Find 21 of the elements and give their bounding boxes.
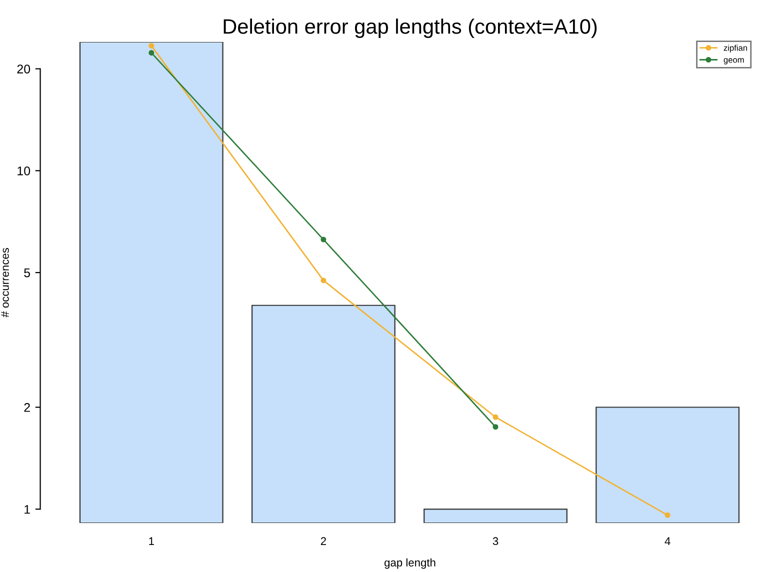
legend-label: geom xyxy=(724,58,744,64)
y-tick-label: 20 xyxy=(17,64,30,74)
chart-title: Deletion error gap lengths (context=A10) xyxy=(224,18,597,38)
point xyxy=(492,424,498,430)
point xyxy=(664,512,670,518)
x-tick-label: 3 xyxy=(492,537,498,546)
x-tick-label: 4 xyxy=(664,537,670,545)
x-axis-title: gap length xyxy=(384,558,436,569)
y-tick-label: 2 xyxy=(24,403,30,412)
x-tick-label: 2 xyxy=(320,537,326,545)
point xyxy=(320,236,326,242)
legend-label: zipfian xyxy=(724,44,748,52)
y-tick-label: 5 xyxy=(24,268,30,278)
point xyxy=(148,42,154,48)
point xyxy=(148,50,154,56)
x-tick-label: 1 xyxy=(149,537,154,545)
y-tick-label: 10 xyxy=(18,166,30,176)
y-tick-label: 1 xyxy=(24,505,30,514)
y-axis-title: # occurrences xyxy=(1,248,9,318)
point xyxy=(492,414,498,420)
point xyxy=(320,278,326,284)
